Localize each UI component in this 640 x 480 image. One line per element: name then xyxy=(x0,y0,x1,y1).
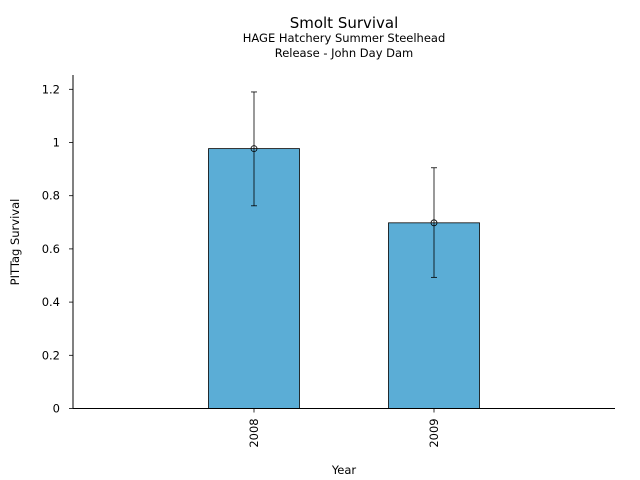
y-tick-label: 0.6 xyxy=(42,242,60,256)
x-tick-label-2008: 2008 xyxy=(247,418,261,447)
chart-subtitle-line-2: Release - John Day Dam xyxy=(275,46,414,60)
chart-title: Smolt Survival xyxy=(290,14,399,32)
y-tick-label: 1.2 xyxy=(42,82,60,96)
y-tick-label: 0 xyxy=(53,402,60,416)
x-axis-label: Year xyxy=(331,463,357,477)
estimate-marker-2008 xyxy=(250,145,258,153)
chart-subtitle-line-1: HAGE Hatchery Summer Steelhead xyxy=(243,31,446,45)
y-tick-label: 0.2 xyxy=(42,348,60,362)
y-tick-label: 0.8 xyxy=(42,189,60,203)
y-axis-label: PITTag Survival xyxy=(8,199,22,286)
estimate-marker-2009 xyxy=(430,219,438,227)
y-tick-label: 0.4 xyxy=(42,295,60,309)
y-tick-label: 1 xyxy=(53,136,60,150)
x-tick-label-2009: 2009 xyxy=(427,418,441,447)
